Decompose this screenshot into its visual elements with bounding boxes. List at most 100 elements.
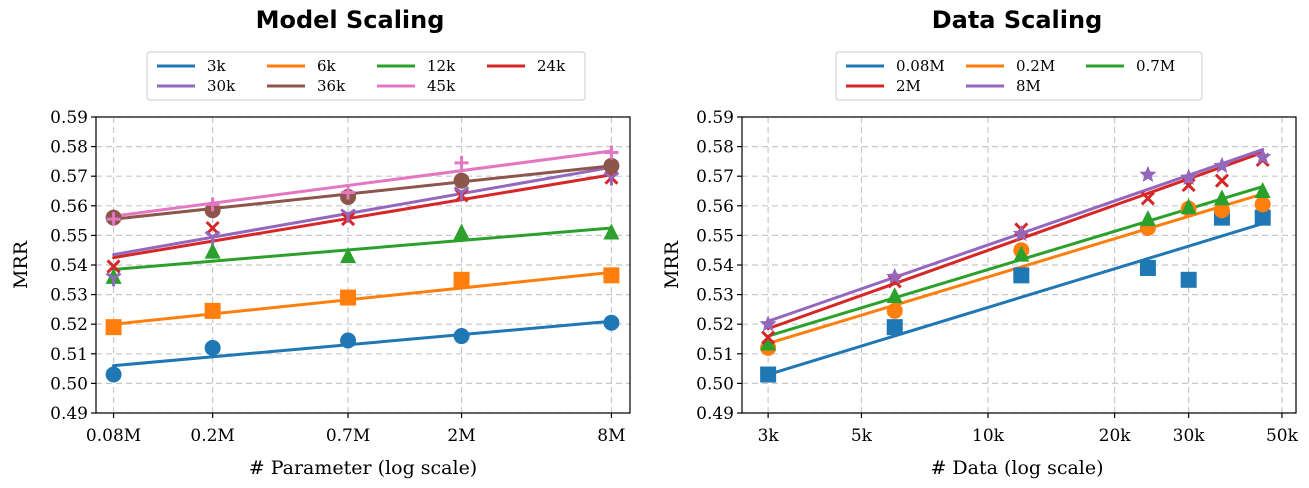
fit-line-6k xyxy=(112,270,613,326)
point-36k xyxy=(453,172,470,189)
legend-label-30k: 30k xyxy=(207,77,236,95)
fit-line-36k xyxy=(112,164,613,221)
data-points xyxy=(105,145,620,383)
y-tick-label: 0.54 xyxy=(50,256,88,276)
point-12k xyxy=(453,223,470,240)
point-45k xyxy=(106,212,121,227)
point-0-08m xyxy=(1254,209,1271,226)
x-tick-label: 2M xyxy=(447,426,475,446)
legend-box xyxy=(146,51,586,101)
point-8m xyxy=(1213,156,1231,174)
point-8m xyxy=(1012,224,1030,242)
point-0-7m xyxy=(1213,189,1230,206)
point-30k xyxy=(603,171,620,186)
x-tick-label: 0.08M xyxy=(86,426,141,446)
fit-line-24k xyxy=(112,173,613,260)
y-tick-label: 0.56 xyxy=(50,197,88,217)
point-36k xyxy=(603,157,620,174)
data-points xyxy=(759,148,1272,383)
y-tick-label: 0.53 xyxy=(50,286,88,306)
legend-label-36k: 36k xyxy=(317,77,346,95)
y-axis-label: MRR xyxy=(661,240,683,289)
x-axis-label: # Data (log scale) xyxy=(930,457,1103,479)
legend-label-24k: 24k xyxy=(537,57,566,75)
y-tick-label: 0.52 xyxy=(50,315,88,335)
point-8m xyxy=(1254,148,1272,165)
point-2m xyxy=(1214,173,1230,188)
point-12k xyxy=(105,267,122,284)
legend-label-3k: 3k xyxy=(207,57,227,75)
y-tick-label: 0.53 xyxy=(696,286,734,306)
legend-label-0-08m: 0.08M xyxy=(896,57,945,75)
y-tick-label: 0.58 xyxy=(696,138,734,158)
chart-title: Model Scaling xyxy=(256,6,445,34)
point-8m xyxy=(759,315,777,332)
x-axis-label: # Parameter (log scale) xyxy=(249,457,477,479)
y-tick-label: 0.55 xyxy=(696,226,734,246)
fit-line-2m xyxy=(766,151,1265,331)
point-0-2m xyxy=(1213,202,1230,219)
y-tick-label: 0.49 xyxy=(696,404,734,424)
point-12k xyxy=(340,247,357,264)
legend-label-0-2m: 0.2M xyxy=(1016,57,1055,75)
point-0-08m xyxy=(1013,267,1030,284)
x-tick-label: 3k xyxy=(758,426,780,446)
point-0-2m xyxy=(1254,196,1271,213)
fit-line-30k xyxy=(112,165,613,257)
point-6k xyxy=(453,271,470,288)
point-45k xyxy=(454,155,469,170)
y-tick-label: 0.57 xyxy=(696,167,734,187)
x-tick-label: 5k xyxy=(851,426,873,446)
point-0-7m xyxy=(1013,245,1030,262)
fit-line-45k xyxy=(112,149,613,218)
point-12k xyxy=(204,242,221,259)
legend-label-12k: 12k xyxy=(427,57,456,75)
tick-labels: 0.49 0.50 0.51 0.52 0.53 0.54 0.55 0.56 0.57 0.58… xyxy=(50,108,625,446)
legend-label-8m: 8M xyxy=(1016,77,1041,95)
x-tick-label: 0.7M xyxy=(326,426,370,446)
fit-lines xyxy=(112,149,613,368)
point-3k xyxy=(105,366,122,383)
point-3k xyxy=(340,332,357,349)
point-30k xyxy=(453,186,470,201)
y-tick-label: 0.55 xyxy=(50,226,88,246)
y-tick-label: 0.59 xyxy=(696,108,734,128)
point-30k xyxy=(105,272,122,287)
point-0-08m xyxy=(886,319,903,336)
x-tick-label: 20k xyxy=(1099,426,1132,446)
legend-label-6k: 6k xyxy=(317,57,337,75)
point-6k xyxy=(204,302,221,319)
point-0-7m xyxy=(1139,210,1156,227)
point-6k xyxy=(340,289,357,306)
tick-labels: 0.49 0.50 0.51 0.52 0.53 0.54 0.55 0.56 0.57 0.58… xyxy=(696,108,1298,446)
fit-line-12k xyxy=(112,226,613,271)
fit-line-0-08m xyxy=(766,222,1265,377)
y-tick-label: 0.50 xyxy=(50,374,88,394)
model-scaling-chart: Model Scaling 0.490.500.510.520.530.540.… xyxy=(10,6,631,479)
y-tick-label: 0.51 xyxy=(696,345,734,365)
point-2m xyxy=(1140,191,1155,206)
point-24k xyxy=(205,220,220,236)
point-0-08m xyxy=(760,366,777,383)
legend-label-0-7m: 0.7M xyxy=(1136,57,1175,75)
point-6k xyxy=(603,267,620,284)
point-8m xyxy=(886,267,904,285)
point-30k xyxy=(340,208,356,223)
y-tick-label: 0.49 xyxy=(50,404,88,424)
y-tick-label: 0.54 xyxy=(696,256,734,276)
point-2m xyxy=(761,330,776,345)
x-tick-label: 50k xyxy=(1266,426,1299,446)
legend: 0.08M 0.2M 0.7M 2M 8M xyxy=(835,51,1203,101)
y-tick-label: 0.58 xyxy=(50,138,88,158)
y-tick-label: 0.50 xyxy=(696,374,734,394)
point-24k xyxy=(106,259,121,274)
point-45k xyxy=(341,185,356,200)
point-3k xyxy=(603,314,620,331)
chart-title: Data Scaling xyxy=(932,6,1103,34)
y-axis-label: MRR xyxy=(10,240,32,289)
point-6k xyxy=(105,319,122,336)
legend-box xyxy=(835,51,1203,101)
point-0-7m xyxy=(1254,182,1271,198)
fit-line-3k xyxy=(112,319,613,368)
